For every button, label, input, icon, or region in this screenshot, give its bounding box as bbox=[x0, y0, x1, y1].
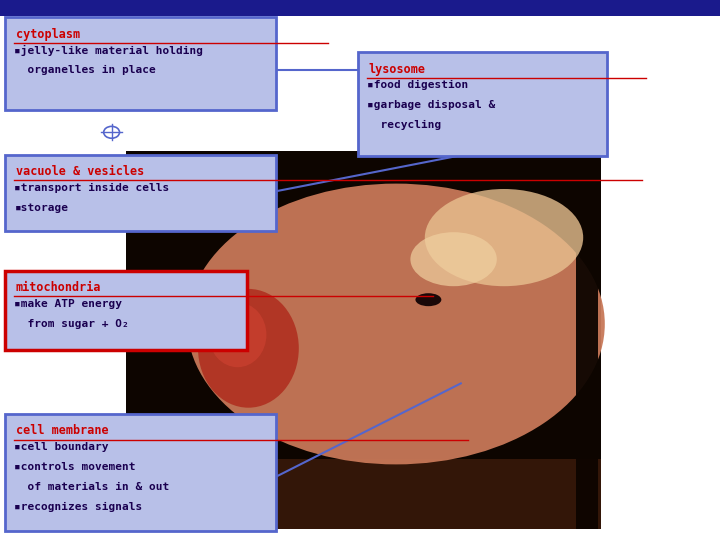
Text: of materials in & out: of materials in & out bbox=[14, 482, 170, 492]
Ellipse shape bbox=[415, 293, 441, 306]
Ellipse shape bbox=[209, 302, 266, 367]
Text: organelles in place: organelles in place bbox=[14, 65, 156, 76]
Ellipse shape bbox=[115, 448, 245, 524]
Text: recycling: recycling bbox=[367, 120, 441, 131]
FancyBboxPatch shape bbox=[358, 52, 607, 156]
Text: cytoplasm: cytoplasm bbox=[16, 28, 80, 40]
Text: ▪cell boundary: ▪cell boundary bbox=[14, 442, 109, 453]
Ellipse shape bbox=[410, 232, 497, 286]
FancyBboxPatch shape bbox=[0, 0, 720, 16]
FancyBboxPatch shape bbox=[126, 151, 601, 529]
Text: ▪controls movement: ▪controls movement bbox=[14, 462, 136, 472]
Text: mitochondria: mitochondria bbox=[16, 281, 102, 294]
Text: ▪storage: ▪storage bbox=[14, 203, 68, 213]
Bar bbox=[126, 459, 601, 529]
FancyBboxPatch shape bbox=[5, 155, 276, 231]
Text: cell membrane: cell membrane bbox=[16, 424, 109, 437]
Ellipse shape bbox=[187, 184, 605, 464]
FancyBboxPatch shape bbox=[5, 17, 276, 110]
Text: vacuole & vesicles: vacuole & vesicles bbox=[16, 165, 144, 178]
Ellipse shape bbox=[425, 189, 583, 286]
Text: ▪make ATP energy: ▪make ATP energy bbox=[14, 299, 122, 309]
Text: ▪jelly-like material holding: ▪jelly-like material holding bbox=[14, 45, 204, 56]
Text: ▪garbage disposal &: ▪garbage disposal & bbox=[367, 100, 495, 111]
Text: lysosome: lysosome bbox=[369, 63, 426, 76]
FancyBboxPatch shape bbox=[5, 414, 276, 531]
Text: from sugar + O₂: from sugar + O₂ bbox=[14, 319, 129, 329]
Text: ▪recognizes signals: ▪recognizes signals bbox=[14, 502, 143, 512]
FancyBboxPatch shape bbox=[5, 271, 247, 350]
Text: ▪food digestion: ▪food digestion bbox=[367, 80, 469, 91]
Bar bbox=[576, 151, 598, 529]
Text: ▪transport inside cells: ▪transport inside cells bbox=[14, 183, 170, 193]
Ellipse shape bbox=[198, 289, 299, 408]
FancyBboxPatch shape bbox=[605, 0, 720, 162]
